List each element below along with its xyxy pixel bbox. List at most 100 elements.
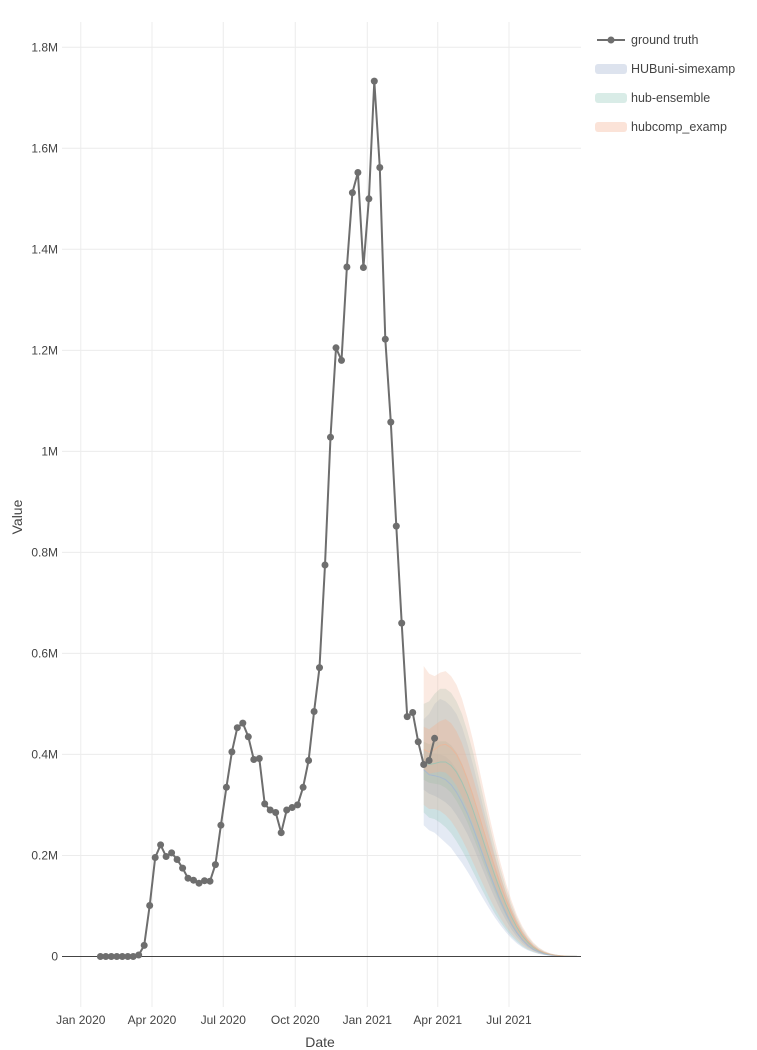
legend-band-swatch <box>595 122 627 132</box>
ground-truth-point <box>321 561 329 569</box>
ground-truth-point <box>157 841 165 849</box>
ground-truth-point <box>140 941 148 949</box>
ground-truth-line <box>100 80 436 958</box>
ground-truth-point <box>277 829 285 837</box>
x-tick-label-6: Jul 2021 <box>486 1013 532 1027</box>
band-hub-ensemble-0.5 <box>423 741 578 957</box>
ground-truth-point <box>102 953 110 960</box>
ground-truth-point <box>118 953 126 960</box>
ground-truth-point <box>359 264 367 271</box>
ground-truth-point <box>414 738 422 746</box>
ground-truth-point <box>113 953 121 960</box>
y-tick-label-7: 1.4M <box>31 242 58 256</box>
ground-truth-point <box>431 734 439 742</box>
ground-truth-point <box>299 783 307 791</box>
ground-truth-point <box>151 854 159 861</box>
ground-truth-point <box>403 713 411 721</box>
ground-truth-point <box>96 953 104 960</box>
ground-truth-point <box>348 189 356 197</box>
ground-truth-point <box>392 522 400 530</box>
ground-truth-point <box>179 864 187 872</box>
ground-truth-point <box>211 861 219 869</box>
legend-item-3[interactable]: hubcomp_examp <box>595 120 727 134</box>
ground-truth-point <box>398 619 406 627</box>
band-HUBuni-simexamp-0.5 <box>423 749 578 957</box>
legend-label-1: HUBuni-simexamp <box>631 62 735 76</box>
ground-truth-point <box>201 877 208 885</box>
legend-item-1[interactable]: HUBuni-simexamp <box>595 62 735 76</box>
x-axis-title: Date <box>305 1034 335 1050</box>
y-axis-ticks: 0 0.2M 0.4M 0.6M 0.8M 1M 1.2M 1.4M 1.6M 1.8M <box>31 40 58 963</box>
y-tick-label-3: 0.6M <box>31 646 58 660</box>
legend-label-0: ground truth <box>631 33 698 47</box>
y-tick-label-5: 1M <box>41 444 58 458</box>
x-tick-label-1: Apr 2020 <box>128 1013 177 1027</box>
y-tick-label-2: 0.4M <box>31 747 58 761</box>
forecast-bands <box>423 666 578 957</box>
ground-truth-point <box>294 801 302 809</box>
x-tick-label-0: Jan 2020 <box>56 1013 106 1027</box>
ground-truth-point <box>288 804 296 811</box>
ground-truth-point <box>228 748 236 756</box>
ground-truth-point <box>146 902 154 909</box>
x-tick-label-3: Oct 2020 <box>271 1013 320 1027</box>
y-tick-label-0: 0 <box>51 949 58 963</box>
ground-truth-point <box>222 783 230 791</box>
ground-truth-point <box>370 77 378 85</box>
ground-truth-point <box>129 953 137 960</box>
ground-truth-point <box>168 849 176 857</box>
ground-truth-point <box>107 953 115 960</box>
ground-truth-point <box>327 433 334 441</box>
ground-truth-point <box>409 709 417 716</box>
band-hubcomp_examp-0.95 <box>423 666 578 957</box>
x-tick-label-2: Jul 2020 <box>201 1013 247 1027</box>
ground-truth-point <box>376 164 384 171</box>
y-tick-label-6: 1.2M <box>31 343 58 357</box>
ground-truth-point <box>250 756 258 763</box>
band-hubcomp_examp-0.5 <box>423 719 578 957</box>
ground-truth-point <box>190 876 197 884</box>
ground-truth-point <box>354 169 362 176</box>
legend-band-swatch <box>595 93 627 103</box>
ground-truth-point <box>316 664 323 672</box>
ground-truth-point <box>343 263 351 271</box>
y-tick-label-1: 0.2M <box>31 848 58 862</box>
band-hub-ensemble-0.95 <box>423 688 578 957</box>
legend-item-2[interactable]: hub-ensemble <box>595 91 710 105</box>
grid <box>62 22 581 1007</box>
ground-truth-point <box>266 806 274 814</box>
legend-item-0[interactable]: ground truth <box>597 33 698 47</box>
y-tick-label-4: 0.8M <box>31 545 58 559</box>
ground-truth-point <box>272 809 280 816</box>
ground-truth-point <box>305 757 313 764</box>
ground-truth-point <box>387 418 395 426</box>
ground-truth-point <box>124 953 132 960</box>
ground-truth-point <box>244 733 252 741</box>
legend-band-swatch <box>595 64 627 74</box>
x-tick-label-4: Jan 2021 <box>343 1013 393 1027</box>
legend-marker <box>607 36 615 44</box>
legend-label-2: hub-ensemble <box>631 91 710 105</box>
y-axis-title: Value <box>9 499 25 534</box>
ground-truth-point <box>283 806 291 814</box>
ground-truth-point <box>195 879 203 887</box>
legend[interactable]: ground truth HUBuni-simexamp hub-ensemble h… <box>595 33 735 134</box>
ground-truth-point <box>255 755 263 762</box>
forecast-medians <box>423 743 578 957</box>
band-HUBuni-simexamp-0.95 <box>423 698 578 957</box>
ground-truth-point <box>420 761 428 768</box>
ground-truth-point <box>338 356 345 364</box>
ground-truth-point <box>425 757 433 764</box>
ground-truth-point <box>381 335 389 343</box>
ground-truth-point <box>365 195 373 203</box>
ground-truth-point <box>217 821 225 829</box>
ground-truth-point <box>239 719 247 727</box>
y-tick-label-8: 1.6M <box>31 141 58 155</box>
legend-label-3: hubcomp_examp <box>631 120 727 134</box>
ground-truth-point <box>332 344 340 352</box>
x-axis-ticks: Jan 2020 Apr 2020 Jul 2020 Oct 2020 Jan 2021… <box>56 1013 532 1027</box>
ground-truth-point <box>135 951 143 959</box>
ground-truth-point <box>233 724 241 732</box>
ground-truth-point <box>261 800 269 808</box>
